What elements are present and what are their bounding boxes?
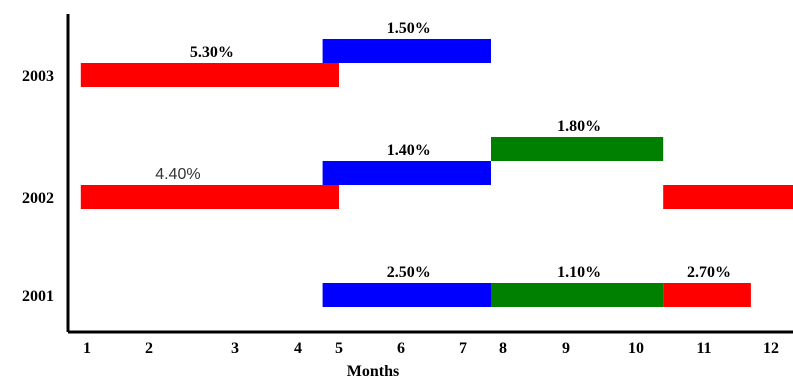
bars-layer [80, 39, 793, 307]
data-label: 1.40% [387, 142, 431, 159]
axes-layer [66, 14, 793, 334]
x-tick-label: 11 [696, 340, 711, 357]
data-label: 1.80% [557, 118, 601, 135]
x-tick-label: 12 [763, 340, 779, 357]
data-label: 4.40% [155, 166, 200, 183]
x-tick-label: 4 [294, 340, 302, 357]
bar [491, 283, 664, 307]
x-tick-label: 1 [83, 340, 91, 357]
y-category-label: 2002 [22, 190, 54, 207]
y-category-label: 2001 [22, 288, 54, 305]
y-category-label: 2003 [22, 68, 54, 85]
data-label: 2.50% [387, 264, 431, 281]
x-tick-label: 6 [397, 340, 405, 357]
x-tick-label: 7 [459, 340, 467, 357]
x-axis-label: Months [347, 363, 399, 378]
bar [322, 283, 491, 307]
x-tick-label: 5 [335, 340, 343, 357]
ticks-layer: 1 2 3 4 5 6 7 8 9 10 11 12 [83, 340, 779, 357]
bar [663, 185, 793, 209]
labels-layer: 2003 2002 2001 5.30% 1.50% 4.40% 1.40% 1.80% 2.5… [22, 20, 731, 305]
bar [80, 63, 340, 87]
data-label: 2.70% [687, 264, 731, 281]
data-label: 5.30% [190, 44, 234, 61]
data-label: 1.50% [387, 20, 431, 37]
bar [491, 137, 664, 161]
bar [80, 185, 340, 209]
bar [663, 283, 751, 307]
x-tick-label: 2 [145, 340, 153, 357]
bar [322, 161, 491, 185]
data-label: 1.10% [557, 264, 601, 281]
x-tick-label: 10 [628, 340, 644, 357]
x-tick-label: 9 [562, 340, 570, 357]
x-tick-label: 3 [231, 340, 239, 357]
bar [322, 39, 491, 63]
x-tick-label: 8 [499, 340, 507, 357]
